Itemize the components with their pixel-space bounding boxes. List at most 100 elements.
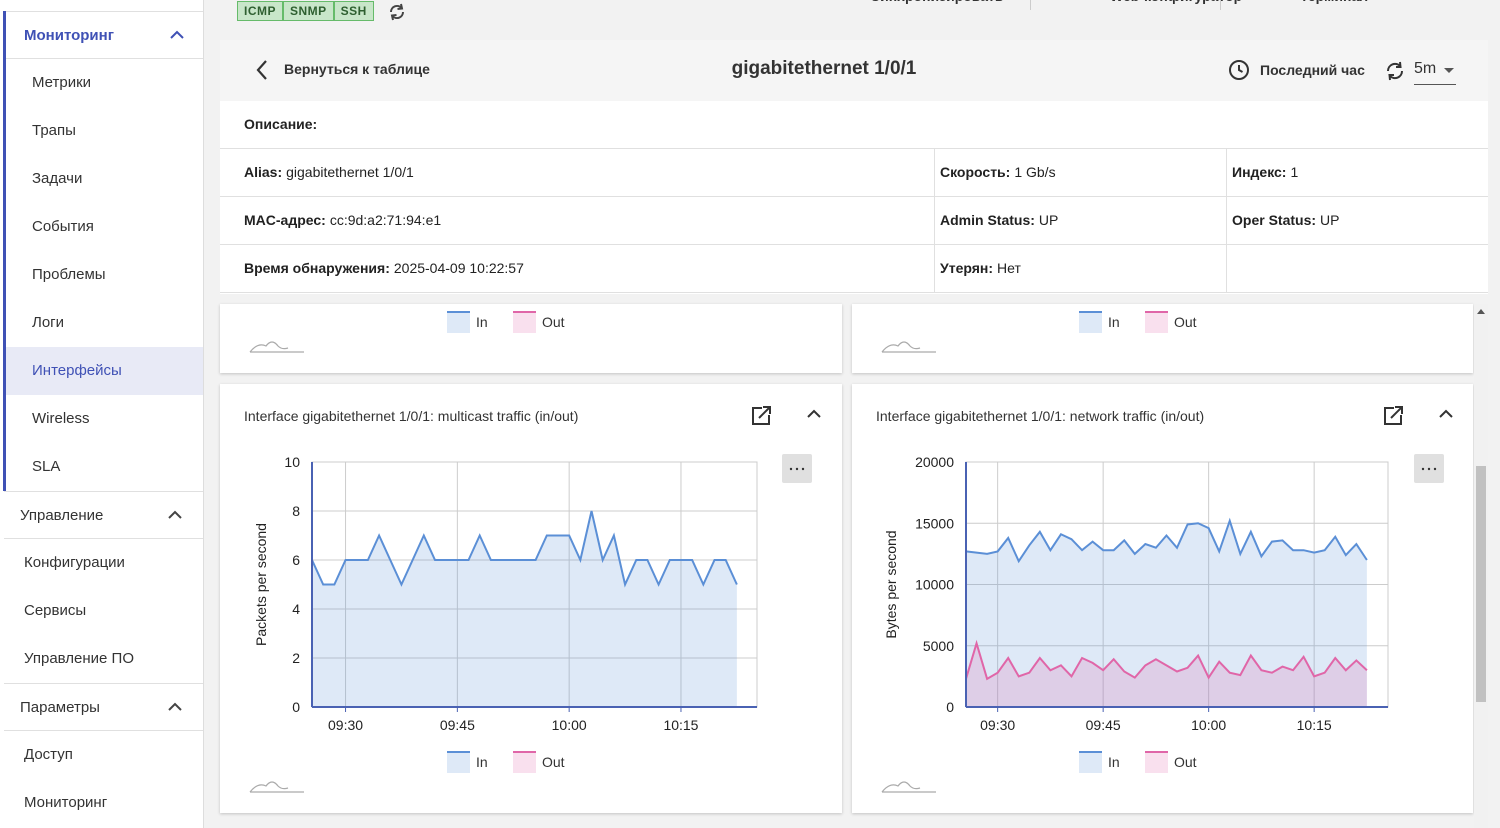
menu-section[interactable]: Мониторинг [6, 11, 203, 59]
refresh-icon[interactable] [386, 0, 408, 24]
scrollbar[interactable] [1474, 304, 1488, 828]
menu-item[interactable]: Управление ПО [24, 650, 135, 667]
toolbar-action[interactable]: Терминал [1300, 0, 1368, 4]
menu-item[interactable]: Wireless [32, 410, 90, 427]
time-range[interactable]: Последний час [1260, 62, 1365, 78]
protocol-tag: SSH [333, 1, 374, 21]
menu-dot [789, 467, 793, 471]
toolbar-divider [1220, 0, 1221, 10]
menu-item[interactable]: Конфигурации [24, 554, 125, 571]
menu-item[interactable]: Проблемы [32, 266, 106, 283]
menu-item[interactable]: Сервисы [24, 602, 87, 619]
menu-dot [1421, 467, 1425, 471]
menu-item[interactable]: Метрики [32, 74, 92, 91]
legend-label: In [1108, 314, 1120, 330]
chart: Interface gigabitethernet 1/0/1: multica… [244, 406, 821, 793]
x-tick-label: 10:15 [1297, 717, 1332, 733]
field-value: gigabitethernet 1/0/1 [286, 164, 414, 180]
menu-item[interactable]: Задачи [32, 170, 83, 187]
field-label: Alias: [244, 164, 283, 180]
field-value: Нет [997, 260, 1021, 276]
y-tick-label: 6 [292, 552, 300, 568]
partial-chart: In Out [881, 311, 1197, 353]
menu-section-title: Управление [20, 507, 104, 524]
interface-header: Вернуться к таблице gigabitethernet 1/0/… [220, 40, 1488, 101]
y-tick-label: 10000 [915, 577, 954, 593]
y-axis-label: Packets per second [253, 523, 269, 646]
open-external-icon[interactable] [1384, 406, 1403, 425]
column-divider [934, 245, 935, 293]
scrollbar-thumb[interactable] [1476, 466, 1486, 702]
legend-label: Out [1174, 754, 1197, 770]
chart-card: Interface gigabitethernet 1/0/1: multica… [220, 384, 842, 813]
field-label: Время обнаружения: [244, 260, 390, 276]
interface-title: gigabitethernet 1/0/1 [731, 58, 917, 79]
menu-item[interactable]: Доступ [24, 746, 73, 763]
column-divider [1226, 197, 1227, 245]
toolbar-action[interactable]: Web-конфигуратор [1110, 0, 1242, 4]
menu-item[interactable]: Мониторинг [24, 794, 108, 811]
refresh-select[interactable]: 5m [1414, 60, 1456, 85]
legend-swatch [447, 751, 470, 773]
collapse-icon[interactable] [807, 409, 821, 418]
y-tick-label: 8 [292, 503, 300, 519]
legend-label: In [476, 314, 488, 330]
chart-card: Interface gigabitethernet 1/0/1: network… [852, 384, 1473, 813]
chevron [170, 30, 184, 39]
menu-item[interactable]: События [32, 218, 94, 235]
partial-chart-card: In Out [220, 304, 842, 373]
protocol-tags: ICMP SNMP SSH [237, 1, 374, 21]
detail-field: Индекс: 1 [1226, 149, 1298, 196]
menu-item[interactable]: Интерфейсы [6, 347, 203, 395]
menu-dot [795, 467, 799, 471]
menu-item[interactable]: Логи [32, 314, 65, 331]
x-tick-label: 09:30 [328, 717, 363, 733]
collapse-icon[interactable] [170, 30, 184, 40]
partial-chart-card: In Out [852, 304, 1473, 373]
menu-item[interactable]: SLA [32, 458, 61, 475]
collapse-icon[interactable] [1439, 409, 1453, 418]
sidebar-spacer [0, 0, 203, 11]
detail-field: Oper Status: UP [1226, 197, 1339, 244]
scroll-up[interactable] [1477, 308, 1485, 316]
collapse-icon[interactable] [168, 510, 182, 520]
field-value: UP [1038, 212, 1059, 228]
collapse-icon[interactable] [168, 702, 182, 712]
detail-row: MAC-адрес: cc:9d:a2:71:94:e1 Admin Status:… [220, 197, 1488, 245]
field-label: Индекс: [1232, 164, 1287, 180]
series-line [965, 639, 1368, 681]
protocol-tag: ICMP [237, 1, 283, 21]
chart-title: Interface gigabitethernet 1/0/1: network… [876, 408, 1204, 424]
column-divider [1226, 245, 1227, 293]
detail-field: Утерян: Нет [934, 245, 1021, 292]
field-label: MAC-адрес: [244, 212, 326, 228]
y-tick-label: 2 [292, 650, 300, 666]
toolbar-action[interactable]: Синхронизировать [870, 0, 1003, 4]
chart-placeholder-icon [249, 781, 304, 793]
menu-section[interactable]: Управление [4, 491, 203, 539]
field-value: UP [1320, 212, 1340, 228]
detail-field: Время обнаружения: 2025-04-09 10:22:57 [238, 245, 524, 292]
field-value: 1 Gb/s [1014, 164, 1056, 180]
x-tick-label: 09:45 [1086, 717, 1121, 733]
column-divider [934, 149, 935, 197]
chart-placeholder-icon [881, 781, 936, 793]
detail-field: Alias: gigabitethernet 1/0/1 [238, 149, 414, 196]
legend-swatch [447, 311, 470, 333]
legend-swatch [513, 311, 536, 333]
chevron [168, 510, 182, 519]
interface-details: Описание: Alias: gigabitethernet 1/0/1 Скор… [220, 101, 1488, 294]
back-link[interactable]: Вернуться к таблице [284, 61, 430, 77]
menu-section[interactable]: Параметры [4, 683, 203, 731]
x-tick-label: 09:30 [980, 717, 1015, 733]
legend-label: Out [542, 314, 565, 330]
legend-label: In [1108, 754, 1120, 770]
back-icon[interactable] [254, 58, 270, 82]
detail-field: Скорость: 1 Gb/s [934, 149, 1056, 196]
dropdown-arrow [1444, 68, 1454, 73]
y-tick-label: 0 [292, 699, 300, 715]
open-external-icon[interactable] [752, 406, 771, 425]
series-area [312, 511, 737, 707]
menu-item[interactable]: Трапы [32, 122, 76, 139]
